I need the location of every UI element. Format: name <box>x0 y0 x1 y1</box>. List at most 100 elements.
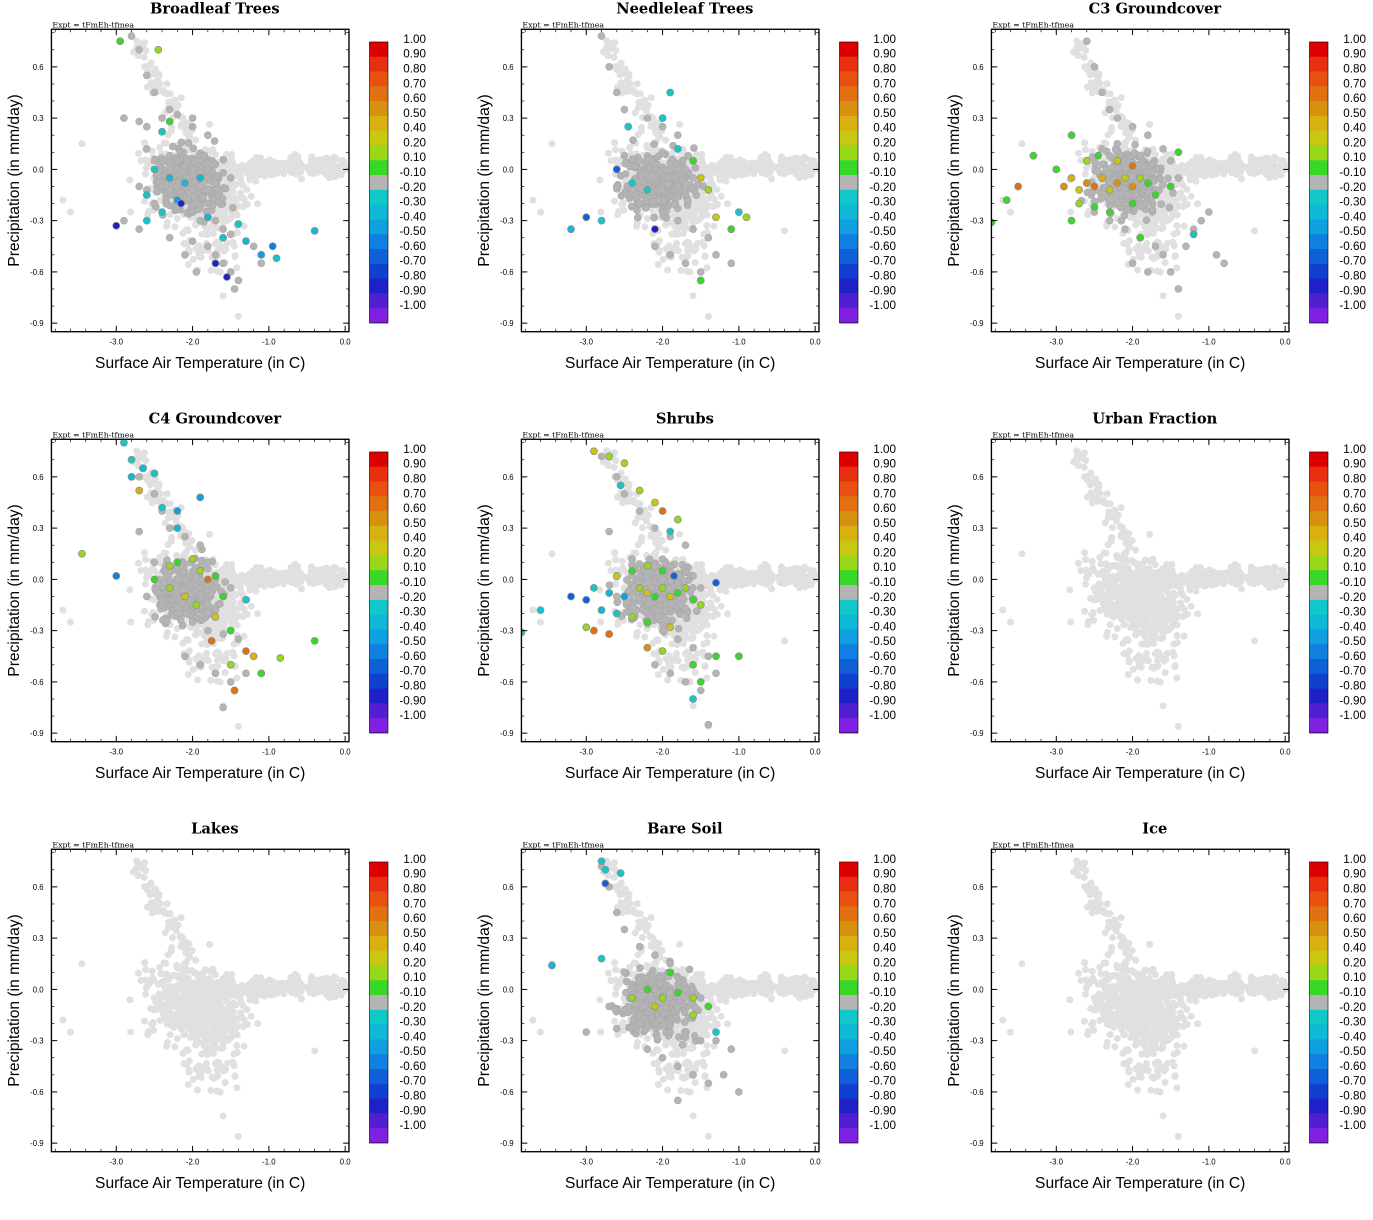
neutral-point <box>642 197 649 204</box>
neutral-point <box>1118 217 1125 224</box>
background-point <box>271 169 278 176</box>
neutral-point <box>120 217 127 224</box>
colored-point <box>1129 162 1136 169</box>
colorbar-swatch <box>839 205 858 220</box>
background-point <box>676 121 683 128</box>
colorbar-label: 0.10 <box>873 151 896 164</box>
colored-point <box>242 238 249 245</box>
neutral-point <box>649 173 656 180</box>
background-point <box>690 292 697 299</box>
neutral-point <box>181 251 188 258</box>
colored-point <box>143 191 150 198</box>
background-point <box>1082 146 1089 153</box>
colored-point <box>1076 200 1083 207</box>
colored-point <box>117 38 124 45</box>
colorbar-label: 0.70 <box>1343 77 1366 90</box>
background-point <box>596 176 603 183</box>
colorbar-swatch <box>839 219 858 234</box>
colorbar-swatch <box>839 279 858 294</box>
background-point <box>252 178 259 185</box>
background-point <box>309 169 316 176</box>
colorbar-swatch <box>839 175 858 190</box>
background-point <box>687 268 694 275</box>
background-point <box>1197 154 1204 161</box>
background-point <box>148 79 155 86</box>
background-point <box>257 154 264 161</box>
colorbar-swatch <box>369 205 388 220</box>
neutral-point <box>193 268 200 275</box>
colored-point <box>1106 186 1113 193</box>
colorbar-swatch <box>1309 219 1328 234</box>
colored-point <box>1083 180 1090 187</box>
background-point <box>648 94 655 101</box>
background-point <box>1280 167 1287 174</box>
neutral-point <box>1106 106 1113 113</box>
panel-title: Broadleaf Trees <box>150 1 280 18</box>
neutral-point <box>1121 165 1128 172</box>
x-tick-label: -1.0 <box>262 337 276 346</box>
colorbar-label: 0.70 <box>873 77 896 90</box>
neutral-point <box>621 152 628 159</box>
neutral-point <box>1114 165 1121 172</box>
neutral-point <box>212 180 219 187</box>
neutral-point <box>1166 204 1173 211</box>
background-point <box>768 175 775 182</box>
x-tick-label: -2.0 <box>186 337 200 346</box>
neutral-point <box>651 141 658 148</box>
colorbar-swatch <box>1309 264 1328 279</box>
neutral-point <box>1129 260 1136 267</box>
neutral-point <box>1182 243 1189 250</box>
background-point <box>810 167 817 174</box>
colored-point <box>1068 174 1075 181</box>
neutral-point <box>1132 141 1139 148</box>
background-point <box>793 171 800 178</box>
background-point <box>135 150 142 157</box>
colored-point <box>1106 209 1113 216</box>
neutral-point <box>622 160 629 167</box>
neutral-point <box>159 183 166 190</box>
expt-label: Expt = tFmEh-tfmea <box>522 20 604 29</box>
neutral-point <box>1167 268 1174 275</box>
background-point <box>641 223 648 230</box>
colorbar-label: 1.00 <box>873 33 896 46</box>
colored-point <box>1144 180 1151 187</box>
points-layer <box>988 37 1289 320</box>
colored-point <box>258 251 265 258</box>
neutral-point <box>136 226 143 233</box>
background-point <box>1263 171 1270 178</box>
y-tick-label: -0.3 <box>500 217 513 226</box>
colorbar-label: 0.50 <box>403 107 426 120</box>
background-point <box>1183 186 1190 193</box>
colored-point <box>583 214 590 221</box>
neutral-point <box>651 243 658 250</box>
background-point <box>1175 313 1182 320</box>
panel-title: Needleleaf Trees <box>616 1 753 18</box>
colorbar-label: 0.40 <box>403 122 426 135</box>
neutral-point <box>220 226 227 233</box>
background-point <box>740 158 747 165</box>
neutral-point <box>220 156 227 163</box>
neutral-point <box>220 169 227 176</box>
neutral-point <box>258 260 265 267</box>
background-point <box>1089 89 1096 96</box>
neutral-point <box>671 201 678 208</box>
colored-point <box>598 217 605 224</box>
neutral-point <box>1105 170 1112 177</box>
y-tick-label: -0.3 <box>30 217 43 226</box>
colorbar-swatch <box>839 234 858 249</box>
colorbar-label: -0.70 <box>869 255 896 268</box>
background-point <box>298 175 305 182</box>
background-point <box>537 209 544 216</box>
background-point <box>141 39 148 46</box>
colorbar-label: 0.60 <box>873 92 896 105</box>
background-point <box>174 215 181 222</box>
x-tick-label: 0.0 <box>810 337 822 346</box>
panel-title: C3 Groundcover <box>1089 1 1222 18</box>
colorbar-label: -0.60 <box>1339 240 1366 253</box>
background-point <box>605 150 612 157</box>
colored-point <box>1114 157 1121 164</box>
background-point <box>78 140 85 147</box>
neutral-point <box>1144 148 1151 155</box>
y-tick-label: 0.3 <box>33 114 44 123</box>
